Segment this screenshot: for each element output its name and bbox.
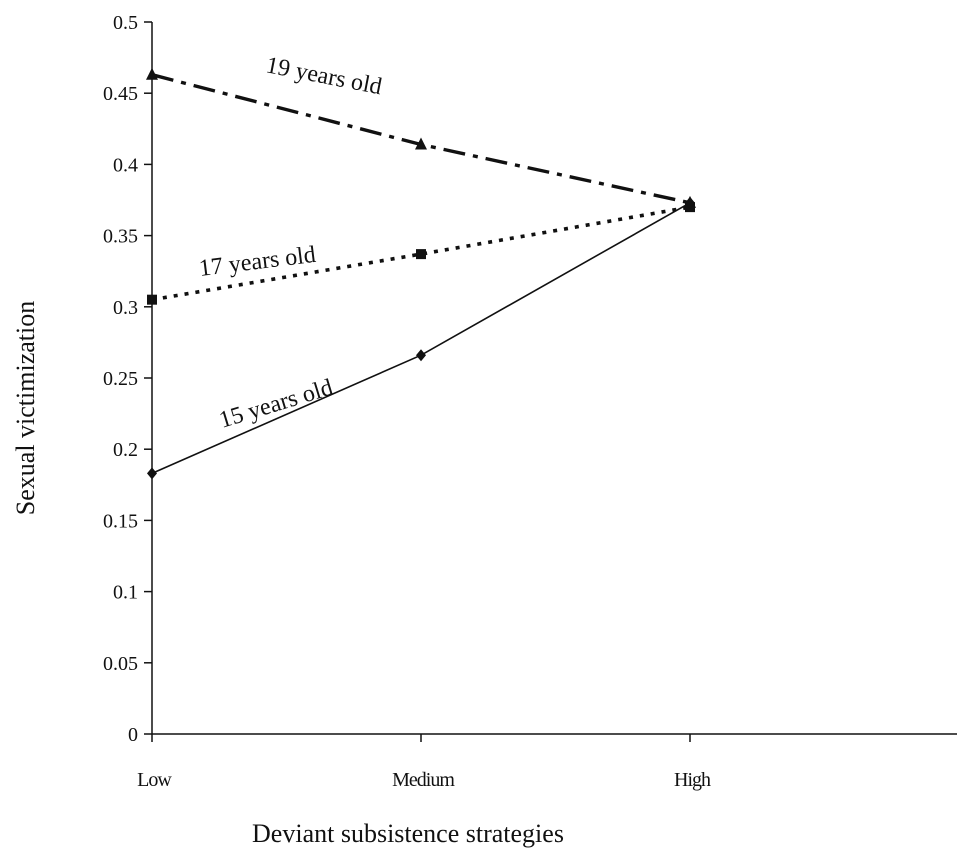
- data-point: [685, 196, 695, 209]
- y-tick-label: 0.45: [103, 83, 138, 105]
- series-label: 15 years old: [216, 375, 336, 434]
- y-tick-label: 0: [128, 724, 138, 746]
- y-ticks: 0 0.05 0.1 0.15 0.2 0.25 0.3 0.35 0.4 0.45 0.5: [103, 12, 152, 746]
- series-markers: [146, 67, 696, 480]
- y-tick-label: 0.3: [113, 297, 138, 319]
- data-point: [416, 249, 426, 260]
- data-point: [146, 67, 158, 80]
- y-tick-label: 0.5: [113, 12, 138, 34]
- y-tick-label: 0.25: [103, 368, 138, 390]
- y-tick-label: 0.4: [113, 154, 138, 176]
- data-point: [416, 349, 426, 362]
- x-axis-title: Deviant subsistence strategies: [252, 819, 564, 848]
- y-tick-label: 0.35: [103, 226, 138, 248]
- y-tick-label: 0.05: [103, 653, 138, 675]
- data-point: [147, 467, 157, 480]
- y-tick-label: 0.15: [103, 510, 138, 532]
- series-line-2: [151, 202, 691, 475]
- x-tick-label: Medium: [392, 769, 455, 791]
- y-tick-label: 0.1: [113, 582, 138, 604]
- y-axis-title: Sexual victimization: [11, 301, 40, 515]
- axes: [151, 22, 957, 735]
- y-tick-label: 0.2: [113, 439, 138, 461]
- x-tick-label: High: [674, 769, 711, 791]
- data-point: [415, 137, 427, 150]
- series-label: 19 years old: [264, 52, 384, 100]
- series-label: 17 years old: [198, 242, 318, 282]
- data-point: [147, 294, 157, 305]
- x-tick-label: Low: [137, 769, 172, 791]
- series-line-1: [151, 205, 691, 302]
- x-categories: Low Medium High: [137, 734, 712, 791]
